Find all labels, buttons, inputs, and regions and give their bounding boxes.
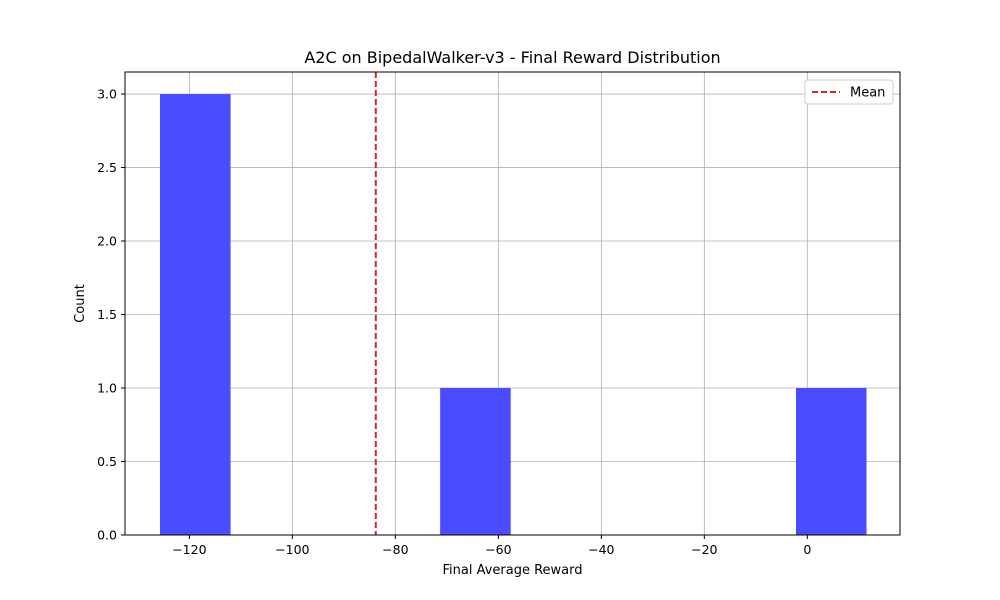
x-tick-label: −20 [691, 542, 717, 557]
y-tick-label: 0.0 [97, 528, 117, 543]
x-axis-ticks: −120 −100 −80 −60 −40 −20 0 [172, 535, 811, 557]
chart-title: A2C on BipedalWalker-v3 - Final Reward D… [304, 48, 720, 67]
y-axis-ticks: 0.0 0.5 1.0 1.5 2.0 2.5 3.0 [97, 87, 125, 543]
histogram-bar [440, 388, 511, 535]
x-tick-label: 0 [803, 542, 811, 557]
y-tick-label: 1.5 [97, 307, 117, 322]
grid [125, 72, 900, 536]
y-axis-label: Count [73, 284, 88, 323]
x-tick-label: −120 [172, 542, 206, 557]
legend-box [804, 79, 894, 105]
bars [160, 94, 867, 536]
y-tick-label: 2.0 [97, 234, 117, 249]
x-tick-label: −40 [588, 542, 614, 557]
histogram-bar [160, 94, 231, 536]
plot-frame [124, 71, 901, 536]
y-tick-label: 3.0 [97, 87, 117, 102]
legend-mean-label: Mean [850, 86, 885, 101]
x-tick-label: −100 [275, 542, 309, 557]
y-tick-label: 2.5 [97, 160, 117, 175]
x-axis-label: Final Average Reward [442, 563, 582, 578]
x-tick-label: −80 [382, 542, 408, 557]
x-tick-label: −60 [485, 542, 511, 557]
histogram-bar [795, 388, 867, 535]
y-tick-label: 1.0 [97, 381, 117, 396]
legend: Mean [804, 79, 894, 105]
y-tick-label: 0.5 [97, 454, 117, 469]
